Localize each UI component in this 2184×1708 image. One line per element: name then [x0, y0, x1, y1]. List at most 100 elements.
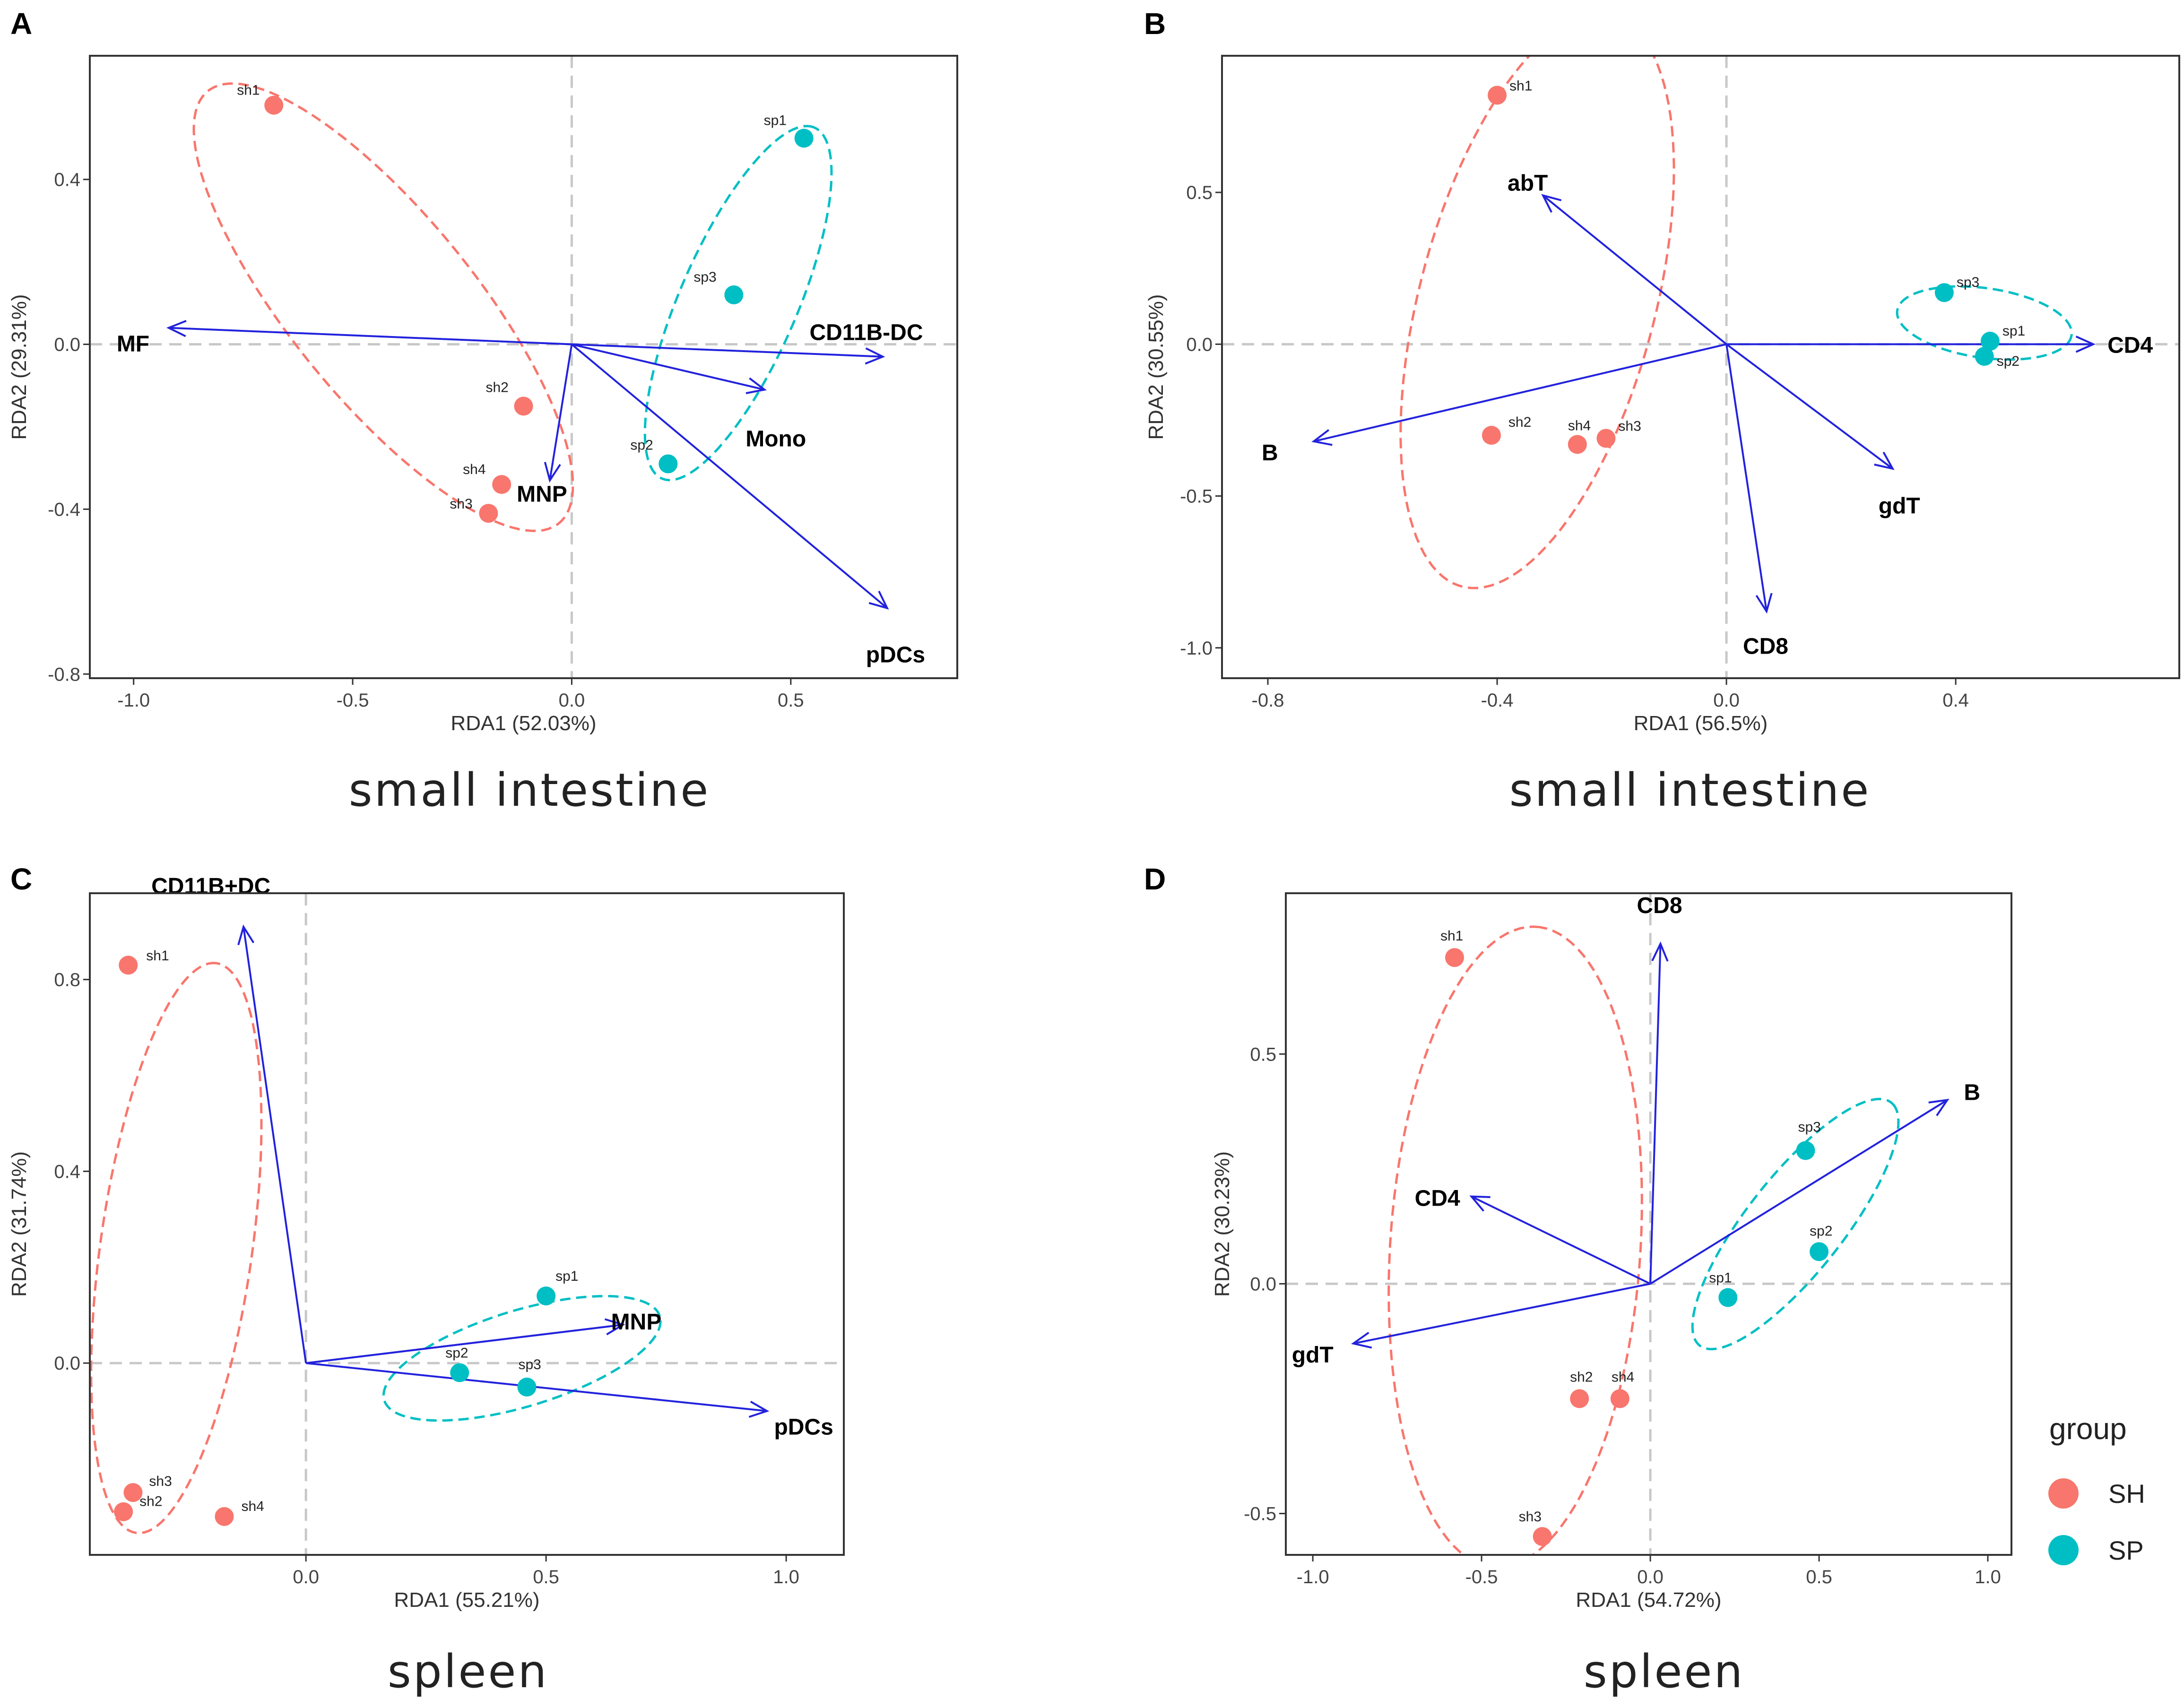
point-sh3 — [1533, 1527, 1552, 1546]
legend-swatch-sh — [2048, 1478, 2079, 1509]
plot-border — [1285, 892, 2012, 1556]
y-tick-label: 0.0 — [54, 335, 80, 355]
ellipse-sh — [192, 82, 574, 532]
panel-A: A MF CD11B-DC Mono MNP pDCs sh1 sh2 sh3 sh4 sp1 sp2… — [8, 7, 958, 817]
point-label: sh1 — [1440, 928, 1463, 944]
y-tick-label: -0.5 — [1244, 1504, 1276, 1525]
point-label: sh2 — [139, 1494, 162, 1510]
x-tick-label: -1.0 — [117, 690, 150, 711]
vector-arrowhead — [1541, 194, 1562, 213]
y-tick-label: 0.5 — [1250, 1044, 1276, 1065]
point-label: sp3 — [1798, 1119, 1820, 1135]
y-tick-label: 0.5 — [1186, 182, 1213, 203]
point-sp3 — [517, 1377, 537, 1397]
vector-arrowhead — [1874, 451, 1895, 470]
point-sh4 — [492, 475, 511, 494]
point-sh2 — [114, 1502, 133, 1521]
vector-label: CD8 — [1743, 634, 1788, 659]
vector-arrowhead — [1351, 1331, 1372, 1349]
x-tick-label: 0.0 — [1713, 690, 1740, 711]
point-label: sh2 — [1570, 1369, 1593, 1385]
vector-arrowhead — [748, 1400, 770, 1418]
point-sh1 — [1445, 948, 1464, 967]
plot-area — [90, 893, 844, 1555]
point-label: sp2 — [445, 1345, 468, 1361]
x-tick-label: 0.5 — [778, 690, 804, 711]
vector-abt — [1542, 194, 1727, 345]
point-sp1 — [1718, 1288, 1738, 1307]
x-tick-label: 0.5 — [1806, 1567, 1832, 1587]
vector-label: CD8 — [1637, 893, 1682, 918]
point-label: sh3 — [1519, 1509, 1542, 1525]
vector-arrowhead — [237, 924, 255, 946]
vector-arrowhead — [1928, 1098, 1950, 1116]
point-label: sh4 — [1568, 418, 1591, 433]
y-tick-label: -0.4 — [48, 499, 80, 520]
vector-arrowhead — [1651, 941, 1669, 962]
x-tick-label: -0.8 — [1252, 690, 1284, 711]
panels: A MF CD11B-DC Mono MNP pDCs sh1 sh2 sh3 sh4 sp1 sp2… — [8, 7, 2180, 1698]
point-sh3 — [123, 1483, 143, 1502]
point-label: sh4 — [463, 462, 485, 477]
legend-swatch-sp — [2048, 1535, 2079, 1565]
x-tick-label: 0.4 — [1942, 690, 1969, 711]
vector-b — [1313, 343, 1727, 442]
plot-area — [90, 56, 957, 678]
vector-label: MNP — [517, 482, 567, 507]
ellipse-sh — [1387, 925, 1643, 1555]
legend: group SH SP — [2048, 1412, 2145, 1565]
x-tick-label: -1.0 — [1297, 1567, 1329, 1587]
y-tick-label: 0.0 — [54, 1353, 80, 1374]
y-axis-label: RDA2 (30.23%) — [1211, 1151, 1234, 1297]
vector-label: CD11B+DC — [151, 874, 270, 899]
panel-C: C CD11B+DC MNP pDCs sh1 sh2 sh3 sh4 sp1 sp2 sp3 0.0… — [8, 862, 845, 1698]
point-label: sp3 — [693, 269, 716, 285]
point-sp1 — [1980, 331, 2000, 351]
point-sh3 — [1596, 429, 1616, 448]
vector-mono — [571, 343, 765, 391]
point-label: sh3 — [450, 496, 472, 512]
panel-caption: spleen — [1584, 1645, 1745, 1698]
vector-mnp — [549, 344, 573, 481]
x-tick-label: 1.0 — [1975, 1567, 2001, 1587]
x-axis-label: RDA1 (52.03%) — [451, 712, 596, 735]
point-sh4 — [1568, 435, 1587, 454]
point-sh3 — [479, 504, 498, 523]
point-label: sp3 — [518, 1357, 541, 1372]
panel-letter: D — [1144, 862, 1166, 896]
vector-label: MNP — [611, 1310, 662, 1335]
vector-arrowhead — [544, 462, 561, 483]
y-axis-label: RDA2 (31.74%) — [8, 1151, 31, 1297]
vector-mnp — [305, 1324, 623, 1364]
x-axis-label: RDA1 (56.5%) — [1634, 712, 1768, 735]
point-label: sh4 — [1612, 1369, 1634, 1385]
ellipse-sp — [1896, 285, 2073, 361]
y-axis-label: RDA2 (29.31%) — [8, 294, 31, 440]
panel-letter: C — [10, 862, 32, 896]
vector-arrowhead — [1311, 429, 1333, 446]
y-tick-label: -0.8 — [48, 664, 80, 685]
panel-D: D CD8 B CD4 gdT sh1 sh2 sh3 sh4 sp1 sp2 sp3 -1.0 -0.5… — [1144, 862, 2012, 1698]
vector-label: Mono — [745, 426, 806, 451]
panel-letter: B — [1144, 7, 1166, 41]
point-sh2 — [1570, 1389, 1589, 1408]
point-label: sh1 — [146, 948, 169, 964]
y-tick-label: 0.0 — [1186, 334, 1213, 355]
point-sp2 — [1810, 1242, 1829, 1261]
legend-label-sh: SH — [2108, 1479, 2145, 1509]
point-sp2 — [450, 1363, 469, 1382]
vector-arrowhead — [1755, 593, 1773, 614]
point-label: sh3 — [149, 1474, 172, 1489]
x-tick-label: 0.0 — [293, 1567, 319, 1587]
vector-arrowhead — [2075, 336, 2096, 353]
y-tick-label: -1.0 — [1180, 638, 1213, 659]
plot-area — [1222, 56, 2179, 678]
x-tick-label: 1.0 — [773, 1567, 799, 1587]
vector-label: pDCs — [774, 1415, 833, 1440]
ellipse-sh — [90, 962, 263, 1535]
point-label: sp3 — [1957, 275, 1979, 290]
y-tick-label: 0.0 — [1250, 1274, 1276, 1294]
vector-arrowhead — [868, 590, 889, 610]
vector-cd8 — [1725, 344, 1768, 612]
point-sp1 — [537, 1286, 556, 1306]
